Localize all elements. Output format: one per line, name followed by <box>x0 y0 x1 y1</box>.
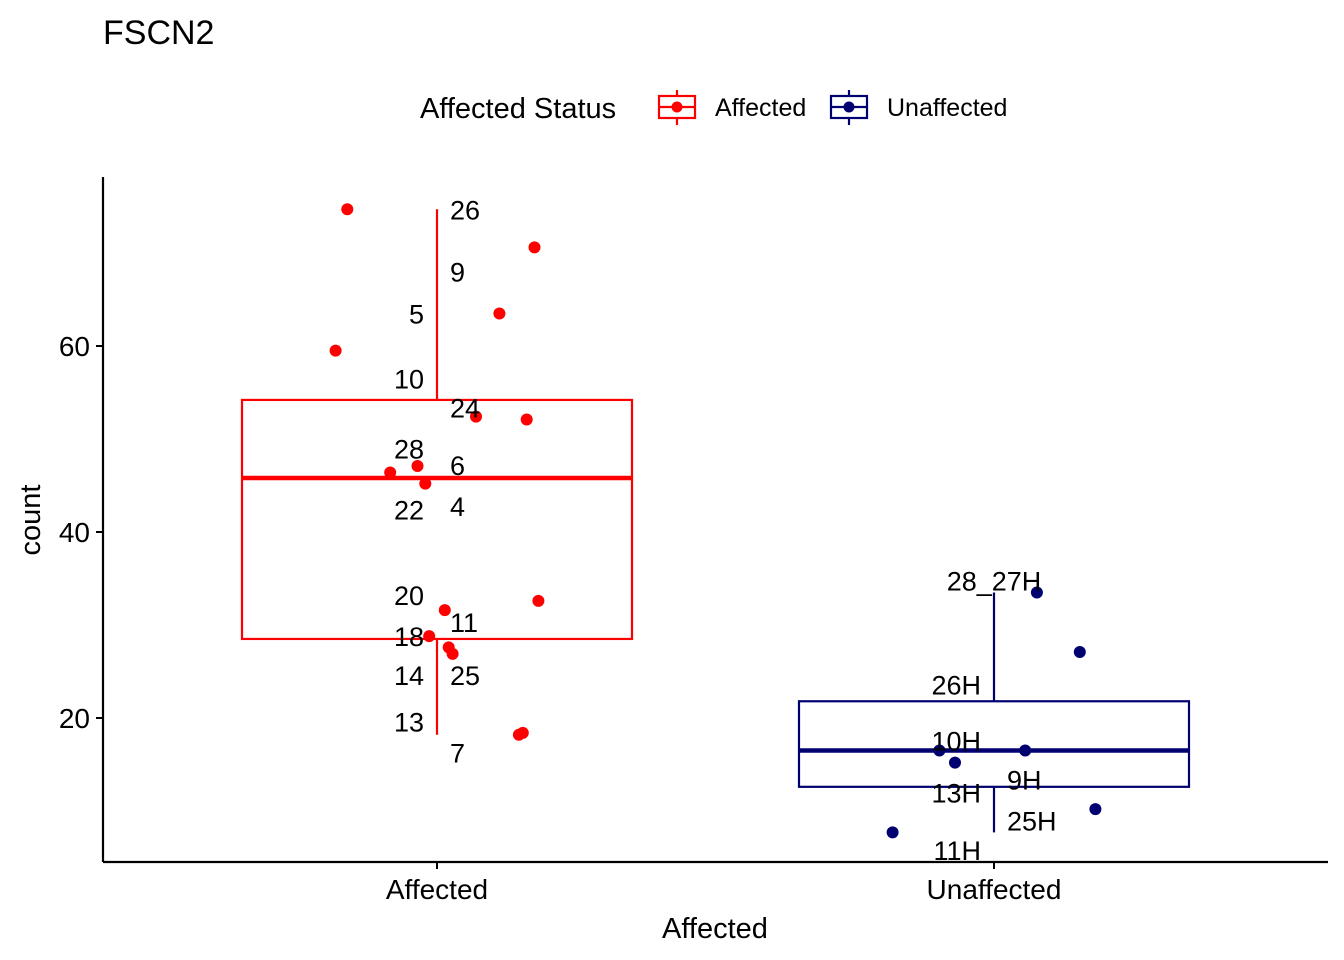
y-tick-label: 40 <box>59 517 90 548</box>
point-label: 24 <box>450 393 480 423</box>
point-label: 4 <box>450 492 465 522</box>
box-iqr <box>240 398 634 641</box>
legend-label: Unaffected <box>887 94 1007 122</box>
data-point <box>1030 586 1043 599</box>
legend: Affected Status Affected Unaffected <box>420 90 1007 125</box>
point-label: 13 <box>394 708 424 738</box>
data-point <box>446 647 459 660</box>
data-point <box>341 203 354 216</box>
data-point <box>438 604 451 617</box>
point-label: 7 <box>450 738 465 768</box>
legend-key-point <box>671 101 683 113</box>
y-tick-label: 20 <box>59 703 90 734</box>
point-label: 22 <box>394 496 424 526</box>
data-point <box>384 466 397 479</box>
x-ticks: Affected Unaffected <box>386 862 1062 905</box>
point-label: 28 <box>394 434 424 464</box>
legend-key-point <box>843 101 855 113</box>
data-point <box>1019 744 1032 757</box>
legend-entry-unaffected: Unaffected <box>829 90 1007 125</box>
box-iqr <box>797 700 1191 788</box>
point-labels-layer: 26 95 10 24 28 6 22 4 20 11 18 14 25 13 7 28_27H 26H 10H 9… <box>394 195 1057 866</box>
data-point <box>528 241 541 254</box>
data-point <box>493 307 506 320</box>
point-label: 26 <box>450 195 480 225</box>
point-label: 20 <box>394 581 424 611</box>
point-label: 10 <box>394 365 424 395</box>
point-label: 18 <box>394 622 424 652</box>
data-point <box>329 344 342 357</box>
plot-area: 26 95 10 24 28 6 22 4 20 11 18 14 25 13 7 28_27H 26H 10H 9… <box>240 195 1191 866</box>
point-label: 5 <box>409 299 424 329</box>
legend-title: Affected Status <box>420 93 616 125</box>
data-point <box>532 594 545 607</box>
data-point <box>470 410 482 423</box>
point-label: 28_27H <box>947 566 1042 596</box>
data-point <box>949 756 961 769</box>
y-ticks: 20 40 60 <box>59 331 103 734</box>
point-label: 14 <box>394 661 424 691</box>
point-label: 10H <box>931 726 981 756</box>
legend-label: Affected <box>715 94 806 122</box>
box-unaffected <box>797 592 1191 833</box>
point-label: 9H <box>1007 765 1042 795</box>
data-point <box>520 413 533 426</box>
axes: 20 40 60 Affected Unaffected <box>59 177 1328 905</box>
chart-title: FSCN2 <box>103 14 214 52</box>
data-point <box>886 826 899 839</box>
x-axis-title: Affected <box>662 913 768 945</box>
data-point <box>419 477 432 490</box>
point-label: 9 <box>450 258 465 288</box>
box-affected <box>240 209 634 735</box>
point-label: 25H <box>1007 806 1057 836</box>
point-label: 11 <box>450 608 478 638</box>
legend-entries: Affected Unaffected <box>657 90 1007 125</box>
y-axis-title: count <box>15 485 47 556</box>
legend-entry-affected: Affected <box>657 90 806 125</box>
points-layer <box>329 203 1102 839</box>
data-point <box>512 728 525 741</box>
point-label: 25 <box>450 661 480 691</box>
point-label: 13H <box>931 778 981 808</box>
point-label: 26H <box>931 671 981 701</box>
data-point <box>423 630 436 643</box>
point-label: 6 <box>450 451 465 481</box>
data-point <box>933 744 946 757</box>
data-point <box>1089 803 1102 816</box>
y-tick-label: 60 <box>59 331 90 362</box>
boxes-layer <box>240 209 1191 833</box>
x-tick-label: Unaffected <box>927 874 1062 905</box>
data-point <box>1073 645 1086 658</box>
x-tick-label: Affected <box>386 874 488 905</box>
data-point <box>411 459 424 472</box>
